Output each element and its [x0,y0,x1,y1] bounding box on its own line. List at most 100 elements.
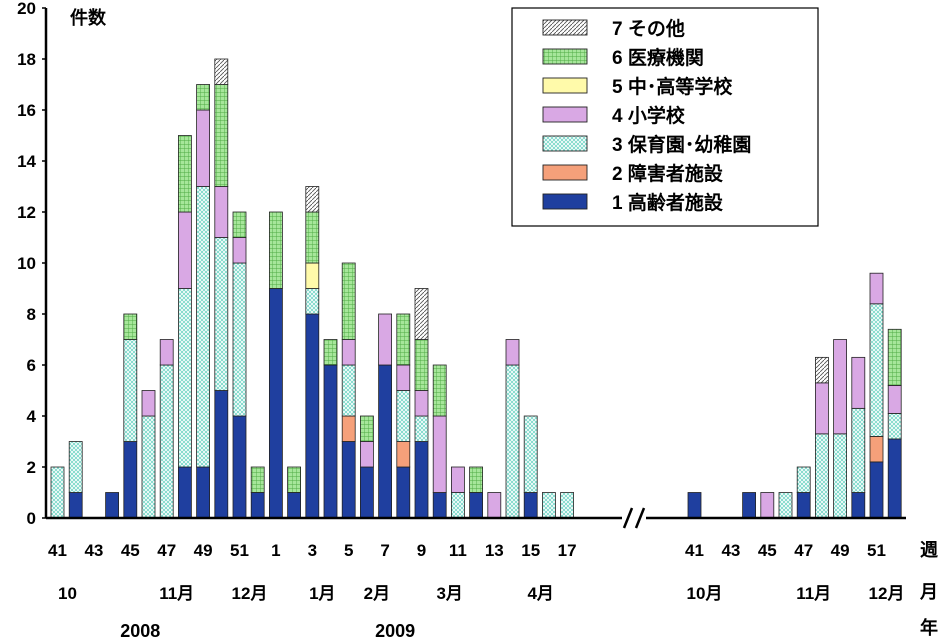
bar-segment-s3 [869,303,884,437]
bar-segment-s1 [887,438,902,519]
bar-segment-s3 [851,407,866,493]
bar-segment-s6 [469,466,484,493]
month-label: 2月 [364,584,390,603]
x-tick-label: 45 [758,541,777,560]
bar-segment-s7 [815,356,829,384]
axis-break-icon [622,507,646,529]
x-tick-label: 47 [157,541,176,560]
bar-segment-s1 [177,466,192,519]
x-tick-label: 49 [194,541,213,560]
bar-segment-s4 [396,364,411,391]
x-tick-label: 9 [417,541,426,560]
bar-segment-s3 [414,415,429,442]
month-label: 1月 [309,584,335,603]
bar-segment-s1 [469,492,484,519]
month-label: 11月 [796,584,831,603]
bars-group [50,58,902,519]
legend-label-s2: 2 障害者施設 [612,162,724,185]
bar-segment-s6 [268,211,283,289]
bar-segment-s4 [196,109,211,187]
legend-label-s6: 6 医療機関 [612,46,704,69]
year-labels: 2008 2009 [120,621,415,641]
bar-segment-s4 [851,356,866,409]
legend-swatch-s7 [542,19,588,36]
bar-segment-s4 [450,466,465,493]
month-label: 12月 [869,584,905,603]
month-label: 10月 [687,584,723,603]
bar-segment-s4 [159,339,174,366]
bar-segment-s6 [250,466,265,493]
bar-segment-s3 [560,492,574,519]
bar-segment-s3 [396,390,411,442]
legend-swatch-s5 [542,77,588,94]
y-tick-label: 18 [17,50,36,69]
bar-segment-s5 [305,262,320,289]
bar-segment-s3 [159,364,174,519]
month-labels: 10 11月 12月 1月 2月 3月 4月 10月 11月 12月 [58,584,904,603]
bar-segment-s1 [123,441,138,519]
x-tick-label: 45 [121,541,140,560]
x-tick-label: 41 [685,541,704,560]
bar-segment-s3 [232,262,247,417]
bar-segment-s6 [287,466,302,493]
bar-segment-s3 [50,466,65,519]
bar-segment-s3 [341,364,356,417]
bar-segment-s3 [68,441,83,493]
x-tick-label: 51 [230,541,249,560]
x-tick-label: 15 [521,541,540,560]
month-label: 3月 [436,584,462,603]
y-tick-label: 16 [17,101,36,120]
bar-segment-s2 [341,415,356,442]
y-tick-label: 0 [27,509,36,528]
bar-segment-s4 [341,339,356,366]
y-tick-label: 8 [27,305,36,324]
legend-label-s1: 1 高齢者施設 [612,191,724,214]
bar-segment-s1 [196,466,211,519]
legend-swatch-s4 [542,106,588,123]
bar-segment-s4 [232,237,247,264]
bar-segment-s3 [196,186,211,468]
legend-label-s4: 4 小学校 [612,104,686,127]
bar-segment-s6 [887,328,902,386]
legend-label-s5: 5 中･高等学校 [612,75,733,98]
bar-segment-s3 [796,466,811,493]
y-tick-label: 20 [17,0,36,18]
bar-segment-s6 [305,211,320,264]
bar-segment-s1 [414,441,429,519]
bar-segment-s1 [432,492,447,519]
bar-segment-s6 [341,262,356,340]
bar-segment-s4 [359,441,374,468]
bar-segment-s3 [505,364,520,519]
bar-segment-s7 [214,58,229,85]
year-unit-label: 年 [920,617,938,638]
legend-swatch-s6 [542,48,588,65]
y-tick-label: 14 [17,152,36,171]
bar-segment-s4 [487,492,502,519]
x-tick-label: 43 [721,541,740,560]
bar-segment-s6 [232,211,247,238]
bar-segment-s2 [396,441,411,468]
x-tick-label: 17 [558,541,577,560]
bar-segment-s3 [305,288,320,315]
y-tick-label: 12 [17,203,36,222]
bar-segment-s1 [214,390,229,519]
x-ticks: 41 43 45 47 49 51 1 3 5 7 9 11 13 15 17 41 43 45 47 49 51 [48,541,886,560]
bar-segment-s1 [250,492,265,519]
bar-segment-s6 [432,364,447,417]
bar-segment-s1 [287,492,302,519]
bar-segment-s1 [323,364,338,519]
bar-segment-s6 [123,313,138,340]
bar-segment-s3 [778,492,793,519]
bar-segment-s1 [523,492,538,519]
bar-segment-s3 [887,413,902,440]
x-unit-label: 週 [920,540,938,560]
bar-segment-s6 [323,339,338,366]
y-tick-label: 10 [17,254,36,273]
bar-segment-s1 [851,492,866,519]
bar-segment-s1 [796,492,811,519]
bar-segment-s1 [305,313,320,519]
y-tick-label: 4 [27,407,37,426]
bar-segment-s2 [869,435,884,463]
bar-segment-s4 [760,492,775,519]
bar-segment-s3 [833,433,847,519]
